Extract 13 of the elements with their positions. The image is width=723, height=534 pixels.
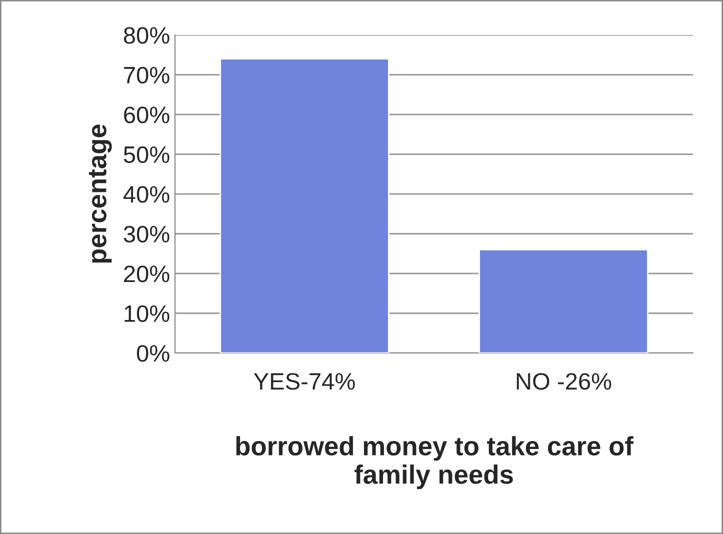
y-tick-label: 30%	[124, 226, 170, 243]
y-tick-label: 0%	[136, 345, 170, 362]
y-tick-label: 60%	[124, 106, 170, 124]
x-tick-label: YES-74%	[254, 373, 355, 390]
x-tick-label: NO -26%	[516, 373, 612, 390]
y-tick-label: 50%	[124, 146, 170, 164]
y-axis-title: percentage	[88, 124, 112, 263]
x-axis-title: borrowed money to take care of family needs	[236, 436, 634, 490]
y-tick-label: 70%	[124, 66, 170, 84]
y-tick-label: 20%	[124, 266, 170, 282]
y-tick-label: 40%	[123, 186, 170, 203]
y-tick-label: 80%	[124, 27, 170, 44]
y-tick-label: 10%	[124, 305, 170, 322]
